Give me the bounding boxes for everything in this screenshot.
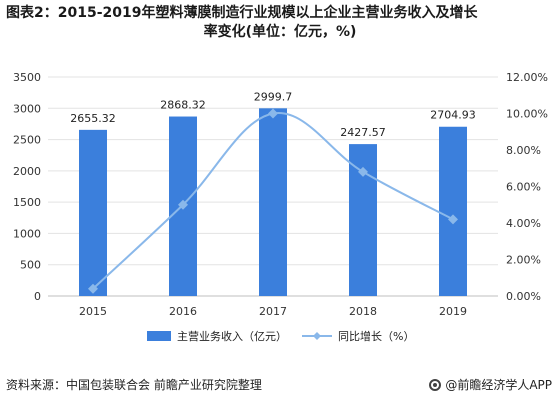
y-right-tick-label: 12.00% bbox=[506, 71, 548, 84]
y-axis-left: 0 500 1000 1500 2000 2500 3000 3500 bbox=[13, 71, 41, 303]
y-right-tick-label: 10.00% bbox=[506, 108, 548, 121]
growth-point bbox=[268, 108, 278, 119]
chart-title-line2: 率变化(单位：亿元，%) bbox=[203, 24, 357, 40]
y-axis-right: 0.00% 2.00% 4.00% 6.00% 8.00% 10.00% 12.00% bbox=[506, 71, 548, 303]
bar bbox=[259, 108, 287, 296]
bar-data-label: 2655.32 bbox=[70, 112, 116, 125]
y-right-tick-label: 0.00% bbox=[506, 290, 541, 303]
bar-data-label: 2427.57 bbox=[340, 126, 386, 139]
y-left-tick-label: 500 bbox=[20, 259, 41, 272]
x-tick-label: 2017 bbox=[259, 305, 287, 318]
chart-title: 图表2：2015-2019年塑料薄膜制造行业规模以上企业主营业务收入及增长 率变… bbox=[6, 4, 554, 42]
y-right-tick-label: 8.00% bbox=[506, 144, 541, 157]
y-right-tick-label: 4.00% bbox=[506, 217, 541, 230]
bar-series bbox=[79, 108, 467, 297]
y-left-tick-label: 3500 bbox=[13, 71, 41, 84]
x-axis: 2015 2016 2017 2018 2019 bbox=[79, 305, 467, 318]
growth-point bbox=[88, 283, 98, 294]
growth-point bbox=[448, 214, 458, 225]
y-left-tick-label: 2500 bbox=[13, 134, 41, 147]
bar bbox=[79, 129, 107, 296]
legend: 主营业务收入（亿元） 同比增长（%） bbox=[147, 329, 414, 343]
chart-title-line1: 图表2：2015-2019年塑料薄膜制造行业规模以上企业主营业务收入及增长 bbox=[6, 5, 478, 21]
legend-bar-swatch bbox=[147, 331, 171, 341]
grid-lines bbox=[48, 76, 498, 297]
legend-bar-label: 主营业务收入（亿元） bbox=[177, 329, 287, 343]
growth-point bbox=[358, 166, 368, 177]
bar-data-label: 2868.32 bbox=[160, 99, 206, 112]
y-left-tick-label: 3000 bbox=[13, 102, 41, 115]
brand-credit: @前瞻经济学人APP bbox=[429, 376, 552, 393]
y-left-tick-label: 1500 bbox=[13, 196, 41, 209]
bar-data-labels: 2655.32 2868.32 2999.7 2427.57 2704.93 bbox=[70, 90, 476, 139]
bar bbox=[439, 126, 467, 297]
source-note: 资料来源：中国包装联合会 前瞻产业研究院整理 bbox=[6, 378, 262, 392]
growth-point bbox=[178, 199, 188, 210]
y-right-tick-label: 2.00% bbox=[506, 254, 541, 267]
x-tick-label: 2018 bbox=[349, 305, 377, 318]
legend-line-marker bbox=[313, 332, 321, 340]
bar bbox=[349, 144, 377, 296]
y-left-tick-label: 1000 bbox=[13, 227, 41, 240]
bar-data-label: 2704.93 bbox=[430, 109, 476, 122]
y-left-tick-label: 2000 bbox=[13, 165, 41, 178]
x-tick-label: 2015 bbox=[79, 305, 107, 318]
bar-data-label: 2999.7 bbox=[254, 90, 293, 103]
x-tick-label: 2019 bbox=[439, 305, 467, 318]
legend-line-label: 同比增长（%） bbox=[338, 329, 414, 343]
y-right-tick-label: 6.00% bbox=[506, 181, 541, 194]
line-series bbox=[88, 108, 458, 294]
brand-logo-icon bbox=[429, 378, 442, 391]
brand-text: @前瞻经济学人APP bbox=[445, 378, 552, 392]
x-tick-label: 2016 bbox=[169, 305, 197, 318]
y-left-tick-label: 0 bbox=[34, 290, 41, 303]
